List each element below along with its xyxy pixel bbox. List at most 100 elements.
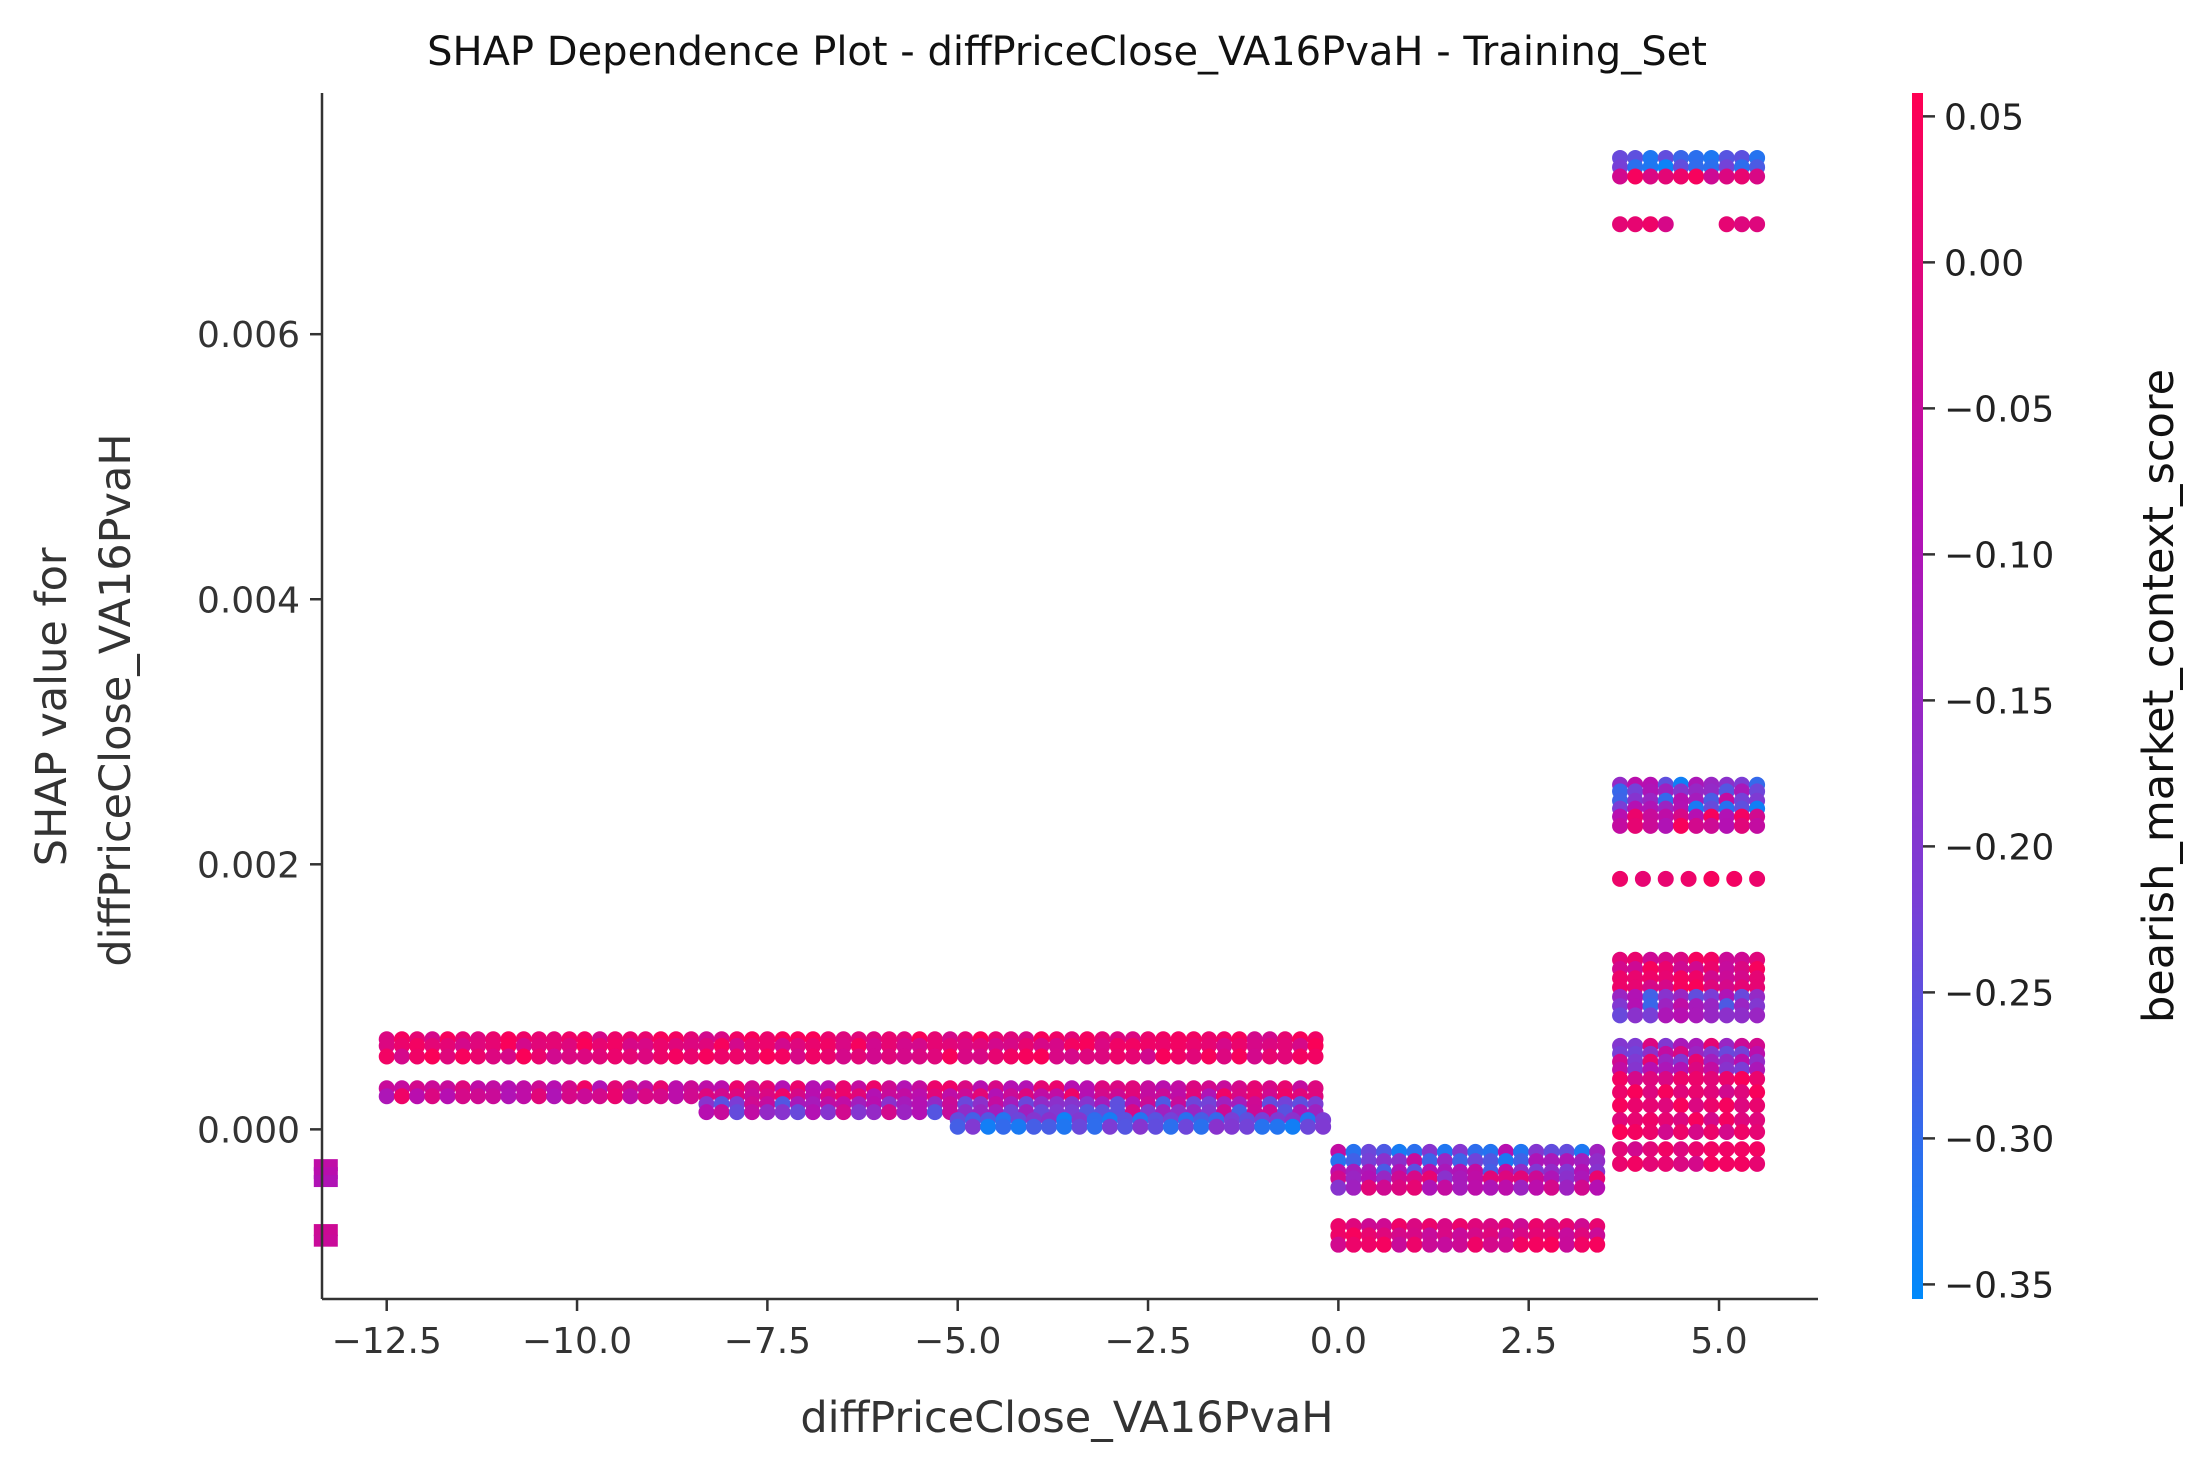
colorbar-tick-label: −0.10 — [1944, 535, 2054, 576]
data-point — [1642, 1007, 1659, 1024]
data-point — [1657, 1155, 1674, 1172]
x-tick-label: 0.0 — [1310, 1321, 1367, 1362]
data-point — [835, 1048, 852, 1065]
data-point — [911, 1104, 928, 1121]
data-point — [1749, 1112, 1766, 1129]
data-point — [470, 1048, 487, 1065]
data-point — [1627, 1084, 1644, 1101]
data-point — [820, 1104, 837, 1121]
data-point — [1642, 1112, 1659, 1129]
data-point — [835, 1104, 852, 1121]
data-point — [1672, 1084, 1689, 1101]
data-point — [1391, 1236, 1408, 1253]
data-point — [1627, 1155, 1644, 1172]
data-point — [1718, 1007, 1735, 1024]
data-point — [1558, 1236, 1575, 1253]
data-point — [378, 1048, 395, 1065]
x-tick-label: −2.5 — [1104, 1321, 1191, 1362]
data-point — [378, 1088, 395, 1105]
data-point — [591, 1088, 608, 1105]
data-point — [1513, 1236, 1530, 1253]
data-point — [896, 1104, 913, 1121]
data-point — [698, 1048, 715, 1065]
y-tick-label: 0.000 — [197, 1110, 300, 1151]
data-point — [911, 1048, 928, 1065]
data-point — [1718, 1084, 1735, 1101]
data-point — [1672, 1155, 1689, 1172]
data-point — [1688, 1071, 1705, 1088]
data-point — [1558, 1179, 1575, 1196]
data-point — [1642, 1155, 1659, 1172]
data-point — [1672, 1071, 1689, 1088]
data-point — [1672, 168, 1689, 185]
data-point — [1688, 168, 1705, 185]
data-point — [1497, 1179, 1514, 1196]
data-point — [1680, 870, 1697, 887]
colorbar-tick-label: 0.05 — [1944, 97, 2024, 138]
x-axis-ticks: −12.5 −10.0 −7.5 −5.0 −2.5 0.0 2.5 5.0 — [332, 1299, 1748, 1362]
data-point — [1733, 817, 1750, 834]
colorbar-tick-label: 0.00 — [1944, 243, 2024, 284]
data-point — [1277, 1048, 1294, 1065]
data-point — [515, 1048, 532, 1065]
data-point — [820, 1048, 837, 1065]
data-point — [1573, 1236, 1590, 1253]
data-point — [1269, 1118, 1286, 1135]
data-point — [1284, 1118, 1301, 1135]
data-point — [1642, 1097, 1659, 1114]
data-point — [1140, 1048, 1157, 1065]
data-point — [1101, 1118, 1118, 1135]
colorbar-tick-label: −0.20 — [1944, 827, 2054, 868]
colorbar-tick-label: −0.30 — [1944, 1119, 2054, 1160]
x-tick-label: 2.5 — [1500, 1321, 1557, 1362]
data-point — [607, 1088, 624, 1105]
data-point — [1718, 1141, 1735, 1158]
data-point — [454, 1048, 471, 1065]
data-point — [1002, 1048, 1019, 1065]
data-point — [744, 1104, 761, 1121]
data-point — [1436, 1236, 1453, 1253]
data-point — [1299, 1118, 1316, 1135]
y-axis-title: SHAP value for diffPriceClose_VA16PvaH — [27, 433, 141, 966]
data-point — [1718, 216, 1735, 233]
data-point — [1528, 1236, 1545, 1253]
data-point — [668, 1088, 685, 1105]
data-point — [1612, 870, 1629, 887]
data-point — [1345, 1179, 1362, 1196]
data-point — [1688, 1124, 1705, 1141]
data-point — [1421, 1236, 1438, 1253]
data-point — [850, 1104, 867, 1121]
data-point — [591, 1048, 608, 1065]
data-point — [1733, 1084, 1750, 1101]
data-point — [1254, 1118, 1271, 1135]
data-point — [1749, 1097, 1766, 1114]
data-point — [1162, 1118, 1179, 1135]
data-point — [1642, 817, 1659, 834]
data-point — [1749, 1084, 1766, 1101]
data-point — [1612, 817, 1629, 834]
data-point — [1718, 1155, 1735, 1172]
data-point — [1573, 1179, 1590, 1196]
data-point — [1718, 1124, 1735, 1141]
data-point — [926, 1048, 943, 1065]
data-point — [1079, 1048, 1096, 1065]
data-point — [1589, 1179, 1606, 1196]
data-point — [1733, 1155, 1750, 1172]
data-point — [926, 1104, 943, 1121]
data-point — [439, 1088, 456, 1105]
data-point — [1452, 1236, 1469, 1253]
data-point — [683, 1048, 700, 1065]
data-point — [1627, 1124, 1644, 1141]
data-point — [1612, 168, 1629, 185]
data-point — [1330, 1179, 1347, 1196]
data-point — [1703, 1155, 1720, 1172]
data-point — [1391, 1179, 1408, 1196]
data-point — [1010, 1118, 1027, 1135]
data-point — [1688, 1084, 1705, 1101]
data-point — [1749, 216, 1766, 233]
data-point — [1246, 1048, 1263, 1065]
data-point — [1612, 1097, 1629, 1114]
data-point — [1672, 1097, 1689, 1114]
axes — [320, 93, 1818, 1301]
data-point — [1703, 1112, 1720, 1129]
